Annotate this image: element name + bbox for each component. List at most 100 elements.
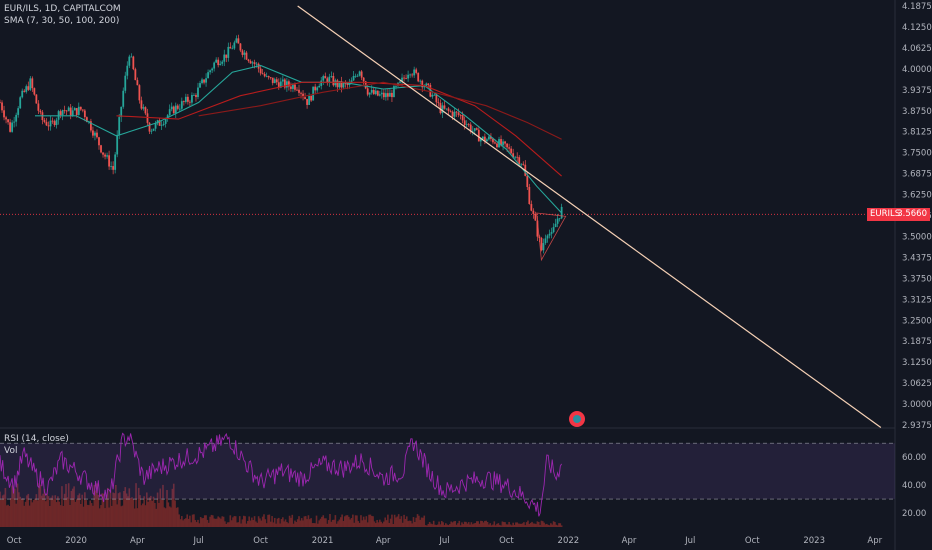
candle-body	[150, 130, 153, 132]
candle-body	[419, 80, 422, 82]
volume-bar	[213, 518, 215, 527]
volume-bar	[474, 522, 477, 527]
volume-bar	[129, 498, 132, 527]
candle-body	[122, 90, 125, 107]
candle-body	[330, 75, 333, 77]
volume-bar	[416, 514, 419, 527]
candle-body	[35, 94, 38, 104]
volume-bar	[0, 491, 1, 527]
volume-bar	[193, 514, 195, 527]
volume-bar	[537, 522, 540, 527]
price-tick-label: 3.0000	[902, 400, 932, 410]
volume-bar	[38, 483, 40, 527]
volume-bar	[381, 523, 384, 527]
rsi-legend[interactable]: RSI (14, close)	[4, 434, 69, 444]
volume-bar	[272, 522, 275, 527]
candle-body	[469, 124, 472, 132]
candle-body	[247, 59, 250, 62]
volume-bar	[431, 524, 434, 527]
volume-bar	[34, 498, 36, 527]
price-tick-label: 3.8750	[902, 107, 932, 117]
volume-bar	[120, 506, 123, 527]
volume-bar	[341, 514, 343, 527]
candle-body	[267, 76, 270, 78]
volume-bars	[0, 483, 563, 527]
candle-body	[443, 105, 446, 109]
sma-line	[116, 81, 562, 177]
volume-bar	[532, 523, 535, 527]
volume-bar	[53, 499, 55, 527]
volume-bar	[230, 520, 233, 527]
candle-body	[142, 107, 145, 109]
candle-body	[281, 79, 284, 82]
volume-bar	[143, 496, 145, 527]
candle-body	[439, 103, 442, 114]
volume-bar	[7, 504, 9, 527]
candle-body	[520, 163, 523, 165]
volume-bar	[455, 524, 458, 527]
candle-body	[459, 115, 462, 116]
volume-bar	[222, 516, 225, 527]
candle-body	[51, 120, 54, 122]
candle-body	[298, 89, 300, 93]
volume-bar	[424, 525, 427, 527]
volume-bar	[181, 516, 183, 527]
volume-bar	[439, 524, 442, 527]
candle-body	[170, 106, 173, 110]
volume-bar	[81, 494, 83, 527]
volume-bar	[539, 525, 541, 527]
volume-bar	[217, 516, 219, 527]
volume-bar	[133, 508, 136, 527]
volume-bar	[418, 515, 420, 527]
volume-bar	[287, 523, 290, 527]
volume-bar	[36, 500, 39, 527]
candle-body	[251, 62, 254, 64]
candle-body	[21, 90, 24, 98]
volume-bar	[136, 508, 139, 527]
volume-bar	[261, 516, 264, 527]
candle-body	[445, 108, 448, 110]
volume-bar	[98, 508, 101, 527]
candle-body	[261, 73, 264, 75]
volume-bar	[255, 521, 257, 527]
candle-body	[534, 213, 537, 221]
volume-bar	[276, 518, 279, 527]
volume-bar	[167, 502, 170, 527]
volume-bar	[185, 518, 187, 527]
volume-bar	[327, 520, 330, 527]
chart-title[interactable]: EUR/ILS, 1D, CAPITALCOM	[4, 4, 121, 14]
candle-body	[178, 108, 181, 110]
indicator-legend[interactable]: SMA (7, 30, 50, 100, 200)	[4, 16, 120, 26]
volume-bar	[232, 517, 234, 527]
volume-bar	[520, 523, 523, 527]
candle-body	[395, 86, 397, 87]
volume-bar	[504, 522, 506, 527]
volume-bar	[199, 517, 202, 527]
volume-bar	[299, 520, 302, 527]
candle-body	[340, 81, 343, 88]
volume-bar	[172, 483, 175, 527]
volume-bar	[84, 492, 86, 527]
rsi-tick-label: 40.00	[902, 481, 926, 491]
volume-bar	[94, 490, 97, 527]
volume-bar	[168, 506, 171, 527]
candle-body	[344, 82, 347, 84]
triangle-pattern	[536, 212, 567, 262]
volume-bar	[183, 519, 186, 527]
volume-bar	[438, 521, 440, 527]
volume-bar	[280, 519, 283, 527]
volume-bar	[273, 517, 276, 527]
volume-bar	[434, 524, 436, 527]
volume-bar	[170, 507, 172, 527]
tradingview-logo-icon[interactable]	[569, 411, 585, 427]
candle-body	[401, 77, 403, 82]
candle-body	[279, 81, 282, 88]
volume-legend[interactable]: Vol	[4, 446, 18, 456]
candle-body	[542, 243, 545, 251]
volume-bar	[349, 519, 351, 527]
candle-body	[126, 65, 129, 76]
volume-bar	[430, 523, 432, 527]
volume-bar	[547, 524, 549, 527]
volume-bar	[482, 522, 485, 527]
